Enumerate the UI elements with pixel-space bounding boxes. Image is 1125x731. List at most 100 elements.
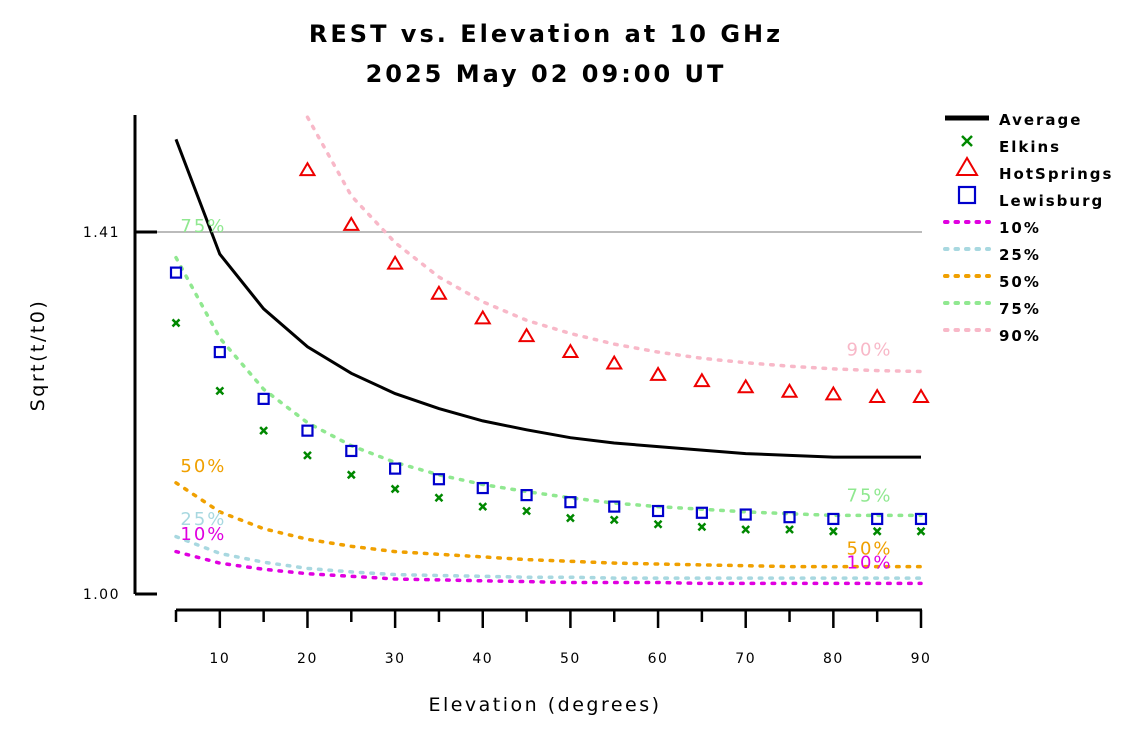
marker-shape	[389, 462, 402, 475]
marker-stroke	[916, 526, 926, 536]
x-tick-label: 50	[560, 651, 581, 667]
data-point-lewisburg	[871, 512, 884, 526]
legend-label: Lewisburg	[999, 192, 1104, 210]
curve-label: 75%	[847, 485, 893, 506]
data-point-hotsprings	[430, 284, 448, 300]
marker-shape	[739, 508, 752, 521]
marker-shape	[955, 156, 979, 176]
data-point-hotsprings	[605, 354, 623, 370]
marker-stroke	[522, 506, 531, 516]
marker-shape	[301, 424, 314, 437]
legend: Average Elkins HotSprings Lewisburg 10% 25% 50…	[943, 111, 1113, 345]
data-point-lewisburg	[476, 481, 489, 495]
marker-stroke	[653, 519, 663, 529]
legend-item: Lewisburg	[957, 185, 1104, 210]
legend-label: 50%	[999, 273, 1041, 291]
legend-item: Elkins	[961, 135, 1059, 156]
legend-item: Average	[945, 111, 1082, 129]
marker-shape	[342, 215, 361, 231]
data-point-lewisburg	[564, 496, 577, 509]
x-tick-label: 20	[297, 651, 318, 667]
marker-shape	[957, 185, 977, 205]
marker-stroke	[609, 515, 619, 525]
marker-shape	[649, 366, 667, 381]
curve-label: 50%	[180, 456, 226, 477]
legend-item: 90%	[943, 327, 1041, 345]
legend-item: 10%	[943, 219, 1039, 237]
marker-shape	[564, 496, 577, 509]
legend-marker	[957, 185, 977, 205]
marker-stroke	[785, 525, 794, 534]
data-point-elkins	[478, 502, 488, 511]
data-point-lewisburg	[695, 506, 708, 519]
marker-stroke	[872, 526, 882, 536]
data-point-elkins	[653, 519, 663, 529]
marker-shape	[868, 388, 886, 404]
marker-shape	[345, 444, 358, 458]
legend-label: 75%	[999, 300, 1041, 318]
marker-stroke	[434, 493, 444, 503]
marker-shape	[298, 161, 317, 177]
data-point-hotsprings	[342, 215, 361, 231]
marker-shape	[386, 254, 404, 270]
data-point-lewisburg	[914, 512, 928, 526]
data-point-lewisburg	[169, 266, 183, 279]
marker-shape	[213, 345, 226, 359]
marker-shape	[914, 512, 928, 526]
marker-stroke	[390, 484, 400, 494]
data-point-hotsprings	[693, 372, 711, 388]
marker-stroke	[741, 525, 751, 534]
data-point-hotsprings	[736, 378, 755, 394]
data-point-elkins	[872, 526, 882, 536]
legend-marker	[955, 156, 979, 176]
marker-shape	[520, 489, 533, 502]
marker-shape	[432, 473, 446, 486]
series-line-75pct	[174, 255, 923, 518]
data-point-elkins	[303, 450, 312, 460]
marker-shape	[827, 512, 840, 526]
data-point-hotsprings	[780, 382, 799, 398]
y-tick-label: 1.41	[83, 225, 120, 241]
data-point-hotsprings	[561, 343, 580, 358]
marker-shape	[871, 512, 884, 526]
x-tick-label: 90	[911, 651, 932, 667]
data-point-hotsprings	[474, 309, 492, 325]
marker-stroke	[961, 135, 973, 147]
data-point-lewisburg	[651, 504, 665, 518]
curve-label: 10%	[847, 552, 893, 573]
x-tick-label: 60	[648, 651, 669, 667]
marker-shape	[169, 266, 183, 279]
marker-stroke	[566, 513, 575, 523]
series-line-average	[174, 138, 921, 459]
data-point-hotsprings	[649, 366, 667, 381]
x-tick-label: 40	[472, 651, 493, 667]
x-axis-label: Elevation (degrees)	[428, 694, 661, 716]
marker-shape	[695, 506, 708, 519]
legend-item: 75%	[943, 300, 1041, 318]
legend-label: Average	[999, 111, 1082, 129]
data-point-elkins	[215, 386, 225, 396]
x-tick-label: 70	[735, 651, 756, 667]
x-tick-label: 80	[823, 651, 844, 667]
curve-label: 90%	[847, 340, 893, 361]
marker-shape	[736, 378, 755, 394]
legend-label: HotSprings	[999, 165, 1113, 183]
curve-label: 25%	[180, 509, 226, 530]
marker-shape	[608, 500, 621, 513]
curve-label: 10%	[180, 524, 226, 545]
data-point-hotsprings	[517, 327, 536, 343]
marker-shape	[257, 392, 270, 405]
marker-stroke	[697, 522, 707, 532]
data-point-hotsprings	[386, 254, 404, 270]
data-point-hotsprings	[824, 385, 843, 401]
marker-shape	[783, 511, 796, 524]
data-point-lewisburg	[345, 444, 358, 458]
marker-shape	[517, 327, 536, 343]
legend-item: HotSprings	[955, 156, 1113, 183]
legend-label: 90%	[999, 327, 1041, 345]
data-point-lewisburg	[213, 345, 226, 359]
data-point-elkins	[434, 493, 444, 503]
legend-label: 25%	[999, 246, 1041, 264]
